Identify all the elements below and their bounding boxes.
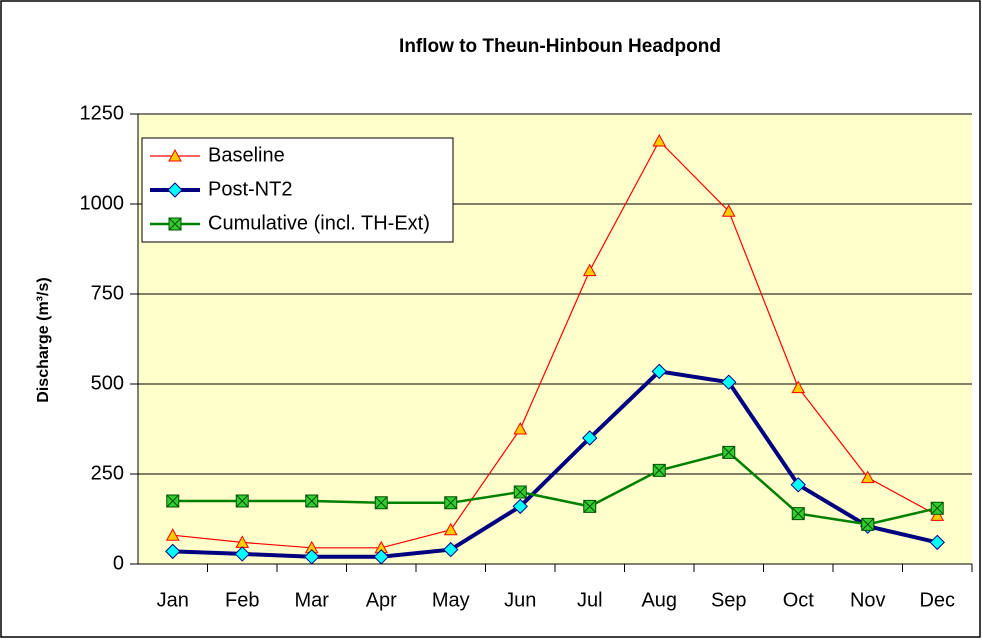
x-tick-label: Jul [577,589,603,611]
series-line [172,369,938,559]
x-tick-label: Apr [366,589,397,611]
data-point [721,374,737,390]
data-point [930,508,945,521]
x-tick-label: Nov [850,589,886,611]
data-point [305,494,319,508]
data-point [721,204,736,217]
y-tick-label: 750 [91,282,124,304]
legend-label: Baseline [208,144,285,166]
data-point [165,528,180,541]
y-tick-label: 1000 [80,192,125,214]
data-point [652,133,667,147]
x-tick-label: Oct [783,589,815,611]
data-point [165,543,181,560]
legend-marker [168,148,182,162]
series-line [172,451,938,526]
legend-marker [167,182,183,198]
y-tick-label: 250 [91,462,124,484]
legend-label: Post-NT2 [208,178,292,200]
data-point [930,501,944,515]
data-point [582,430,598,446]
x-tick-label: Jan [157,589,189,611]
data-point [791,380,806,394]
data-point [791,507,805,521]
y-tick-label: 500 [91,372,124,394]
y-axis-label: Discharge (m³/s) [35,277,52,402]
data-point [443,541,459,558]
data-point [722,445,736,459]
data-point [860,470,875,484]
data-point [373,549,389,565]
x-tick-label: Dec [919,589,955,611]
data-point [166,494,180,508]
y-tick-label: 1250 [80,102,125,124]
data-point [304,549,320,565]
data-point [861,517,875,531]
y-tick-label: 0 [113,552,124,574]
chart-title: Inflow to Theun-Hinboun Headpond [399,36,721,57]
x-tick-label: May [432,589,470,611]
data-point [235,494,249,508]
legend-marker [168,217,182,231]
data-point [444,496,458,510]
x-tick-label: Feb [225,589,259,611]
data-point [512,498,528,515]
data-point [443,522,458,536]
data-point [582,263,597,277]
data-point [790,477,806,493]
series-line [172,140,938,549]
data-point [652,463,666,477]
x-tick-label: Aug [641,589,677,611]
data-point [583,499,597,513]
data-point [374,496,388,510]
x-tick-label: Sep [711,589,747,611]
data-point [513,485,527,499]
legend-label: Cumulative (incl. TH-Ext) [208,212,430,234]
data-point [234,546,250,562]
x-tick-label: Mar [295,589,330,611]
data-point [651,363,667,380]
data-point [513,421,528,435]
data-point [929,534,945,551]
x-tick-label: Jun [504,589,536,611]
